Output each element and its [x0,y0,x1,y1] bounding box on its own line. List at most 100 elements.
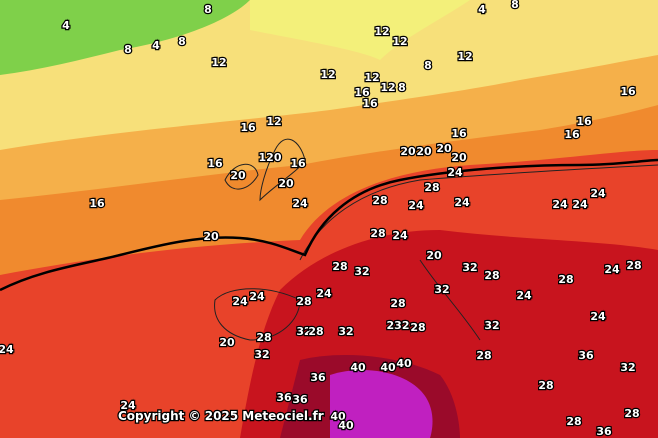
temperature-label: 28 [332,260,347,273]
temperature-label: 28 [256,331,271,344]
temperature-label: 40 [380,361,396,374]
temperature-label: 32 [338,325,353,338]
temperature-label: 20 [219,336,235,349]
temperature-label: 12 [457,50,472,63]
temperature-label: 8 [511,0,519,11]
temperature-label: 28 [484,269,499,282]
temperature-label: 16 [564,128,580,141]
temperature-label: 36 [578,349,594,362]
temperature-label: 24 [249,290,265,303]
temperature-label: 36 [310,371,326,384]
temperature-label: 32 [296,325,311,338]
temperature-label: 40 [338,419,354,432]
temperature-label: 40 [330,410,346,423]
temperature-label: 32 [254,348,269,361]
temperature-label: 40 [396,357,412,370]
temperature-label: 16 [207,157,223,170]
zone-magenta [330,370,433,438]
coast-iberia [214,288,301,341]
zone-green [0,0,250,75]
temperature-label: 16 [89,197,105,210]
temperature-label: 232 [387,319,410,332]
temperature-label: 28 [390,297,405,310]
temperature-label: 16 [451,127,467,140]
temperature-label: 4 [152,39,160,52]
temperature-label: 28 [424,181,439,194]
temperature-label: 8 [424,59,432,72]
temperature-label: 12 [374,25,389,38]
temperature-label: 28 [372,194,387,207]
temperature-label: 24 [232,295,248,308]
temperature-label: 24 [454,196,470,209]
temperature-label: 8 [204,3,212,16]
temperature-label: 28 [558,273,573,286]
temperature-label: 20 [203,230,219,243]
temperature-label: 28 [370,227,385,240]
temperature-label: 4 [62,19,70,32]
temperature-label: 28 [626,259,641,272]
temperature-label: 32 [462,261,477,274]
temperature-label: 32 [620,361,635,374]
temperature-label: 12 [380,81,395,94]
temperature-label: 24 [590,187,606,200]
temperature-label: 28 [538,379,553,392]
temperature-label: 12 [320,68,335,81]
temperature-label: 24 [120,399,136,412]
temperature-label: 36 [292,393,308,406]
temperature-label: 120 [259,151,282,164]
temperature-label: 24 [604,263,620,276]
temperature-label: 8 [124,43,132,56]
temperature-label: 36 [596,425,612,438]
temperature-label: 16 [240,121,256,134]
temperature-label: 20 [400,145,416,158]
temperature-label: 12 [392,35,407,48]
temperature-label: 32 [354,265,369,278]
temperature-label: 20 [230,169,246,182]
temperature-label: 36 [276,391,292,404]
temperature-label: 24 [447,166,463,179]
temperature-label: 20 [278,177,294,190]
temperature-label: 16 [576,115,592,128]
temperature-label: 20 [436,142,452,155]
coast-ireland [224,163,259,190]
coast-italy [419,259,481,341]
temperature-label: 24 [316,287,332,300]
coast-britain [259,138,306,202]
temperature-label: 12 [364,71,379,84]
temperature-label: 28 [296,295,311,308]
temperature-label: 32 [434,283,449,296]
temperature-label: 12 [211,56,226,69]
temperature-label: 28 [476,349,491,362]
temperature-label: 28 [624,407,639,420]
temperature-label: 8 [398,81,406,94]
temperature-label: 16 [362,97,378,110]
temperature-label: 16 [620,85,636,98]
copyright: Copyright © 2025 Meteociel.fr [118,409,324,423]
coast-continent [299,164,658,261]
temperature-label: 16 [290,157,306,170]
temperature-label: 28 [566,415,581,428]
temperature-label: 16 [354,86,370,99]
temperature-label: 24 [292,197,308,210]
temperature-label: 20 [451,151,467,164]
temperature-label: 24 [408,199,424,212]
temperature-label: 24 [572,198,588,211]
temperature-label: 28 [308,325,323,338]
temperature-label: 24 [0,343,14,356]
temperature-label: 8 [178,35,186,48]
temperature-label: 4 [478,3,486,16]
temperature-label: 20 [416,145,432,158]
temperature-label: 28 [410,321,425,334]
temperature-label: 24 [552,198,568,211]
zone-pale [250,0,470,60]
temperature-label: 24 [516,289,532,302]
temperature-label: 12 [266,115,281,128]
temperature-label: 32 [484,319,499,332]
temperature-label: 24 [392,229,408,242]
temperature-label: 40 [350,361,366,374]
temperature-label: 24 [590,310,606,323]
temperature-label: 20 [426,249,442,262]
isotherm-20 [0,158,658,292]
